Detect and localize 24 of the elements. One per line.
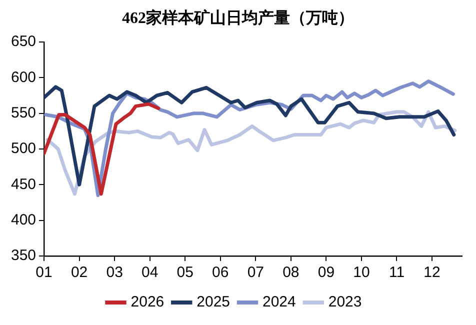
x-tick-label: 04: [142, 264, 158, 282]
x-tick-label: 10: [353, 264, 370, 282]
y-tick-label: 650: [10, 33, 36, 50]
legend-label: 2026: [130, 294, 164, 311]
x-tick-label: 07: [247, 264, 264, 282]
x-tick-label: 02: [70, 264, 88, 282]
x-tick-label: 01: [36, 264, 52, 282]
legend-label: 2023: [328, 294, 362, 311]
legend-label: 2024: [262, 294, 296, 311]
x-tick-label: 03: [106, 264, 123, 282]
y-tick-label: 400: [10, 211, 36, 228]
x-tick-label: 08: [282, 264, 300, 282]
x-tick-label: 09: [318, 264, 335, 282]
y-tick-label: 500: [10, 140, 36, 158]
legend-label: 2025: [196, 294, 230, 311]
y-tick-label: 550: [10, 104, 36, 122]
x-tick-label: 05: [176, 264, 194, 282]
x-tick-label: 11: [388, 264, 405, 282]
y-tick-label: 600: [10, 68, 36, 86]
y-tick-label: 350: [10, 247, 36, 264]
y-tick-label: 450: [10, 176, 36, 193]
x-tick-label: 06: [212, 264, 229, 282]
chart-title: 462家样本矿山日均产量（万吨）: [121, 8, 355, 29]
x-tick-label: 12: [424, 264, 440, 282]
